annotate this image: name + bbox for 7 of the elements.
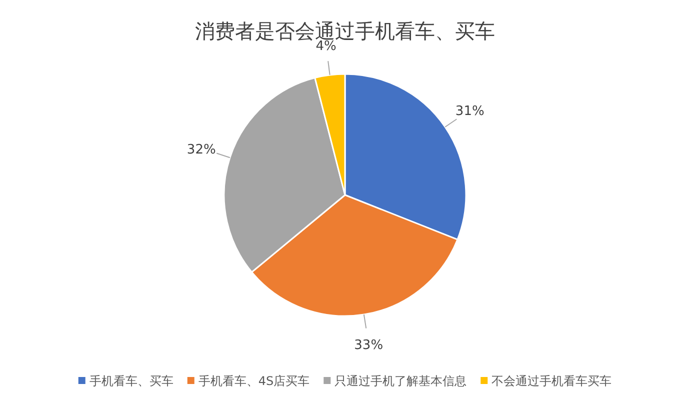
data-label: 31% bbox=[455, 104, 484, 120]
legend-label: 手机看车、买车 bbox=[89, 374, 174, 388]
legend-label: 不会通过手机看车买车 bbox=[492, 374, 612, 388]
legend-label: 手机看车、4S店买车 bbox=[198, 374, 310, 388]
data-label: 32% bbox=[186, 142, 216, 158]
data-label: 33% bbox=[354, 338, 384, 354]
legend-label: 只通过手机了解基本信息 bbox=[334, 374, 467, 388]
